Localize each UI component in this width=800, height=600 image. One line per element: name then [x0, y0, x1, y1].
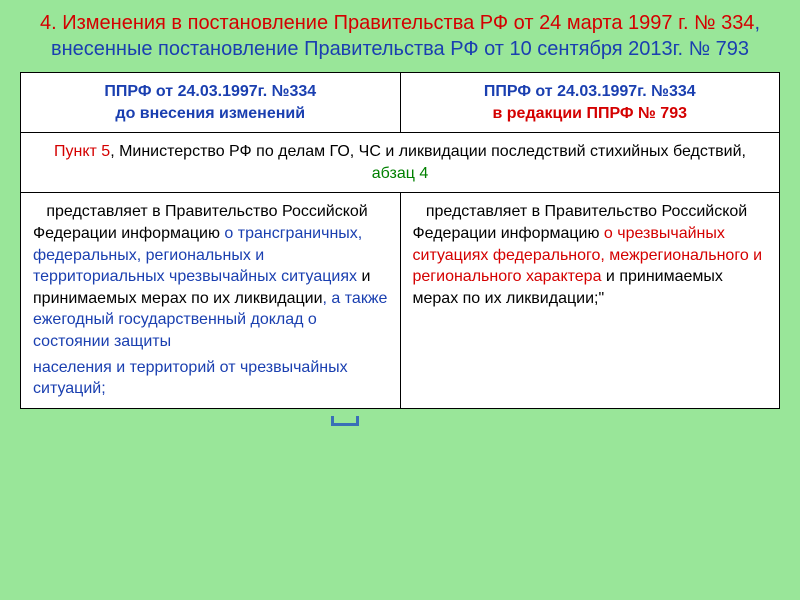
header-left-line1: ППРФ от 24.03.1997г. №334 [33, 81, 388, 103]
sub-p1: Пункт 5 [54, 143, 110, 160]
body-left: представляет в Правительство Российской … [21, 193, 401, 408]
body-right: представляет в Правительство Российской … [400, 193, 780, 408]
sub-p2: , Министерство РФ по делам ГО, ЧС и ликв… [110, 143, 746, 160]
bracket-arrow [20, 413, 780, 431]
header-right-line1: ППРФ от 24.03.1997г. №334 [413, 81, 768, 103]
slide-title: 4. Изменения в постановление Правительст… [20, 10, 780, 62]
header-left-line2: до внесения изменений [33, 103, 388, 125]
comparison-table: ППРФ от 24.03.1997г. №334 до внесения из… [20, 72, 780, 409]
header-right-line2: в редакции ППРФ № 793 [413, 103, 768, 125]
title-part-1: 4. Изменения в постановление Правительст… [40, 12, 754, 34]
bracket-icon [331, 416, 359, 426]
header-left: ППРФ от 24.03.1997г. №334 до внесения из… [21, 73, 401, 133]
left-t5: населения и территорий от чрезвычайных с… [33, 357, 388, 400]
sub-p3: абзац 4 [372, 165, 428, 182]
subheader-row: Пункт 5, Министерство РФ по делам ГО, ЧС… [21, 133, 780, 193]
header-right: ППРФ от 24.03.1997г. №334 в редакции ППР… [400, 73, 780, 133]
